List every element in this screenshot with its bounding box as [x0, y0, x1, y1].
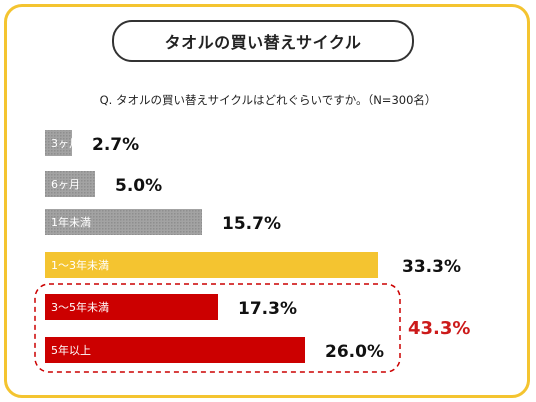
bar — [45, 337, 305, 363]
value-label: 17.3% — [238, 299, 297, 319]
bar — [45, 209, 202, 235]
value-label: 33.3% — [402, 257, 461, 277]
value-label: 2.7% — [92, 135, 139, 155]
bar — [45, 252, 378, 278]
category-label: 5年以上 — [51, 343, 91, 357]
chart-title: タオルの買い替えサイクル — [112, 20, 414, 62]
value-label: 26.0% — [325, 342, 384, 362]
group-bracket — [34, 283, 401, 373]
bar — [45, 294, 218, 320]
category-label: 1〜3年未満 — [51, 258, 109, 272]
category-label: 3〜5年未満 — [51, 300, 109, 314]
survey-question: Q. タオルの買い替えサイクルはどれぐらいですか。（N=300名） — [99, 93, 437, 107]
bar — [45, 171, 95, 197]
chart-frame — [4, 4, 530, 398]
value-label: 15.7% — [222, 214, 281, 234]
value-label: 5.0% — [115, 176, 162, 196]
category-label: 6ヶ月 — [51, 178, 80, 191]
category-label: 3ヶ月 — [51, 137, 80, 150]
category-label: 1年未満 — [51, 215, 91, 229]
group-total-label: 43.3% — [408, 318, 470, 339]
bar — [45, 130, 72, 156]
